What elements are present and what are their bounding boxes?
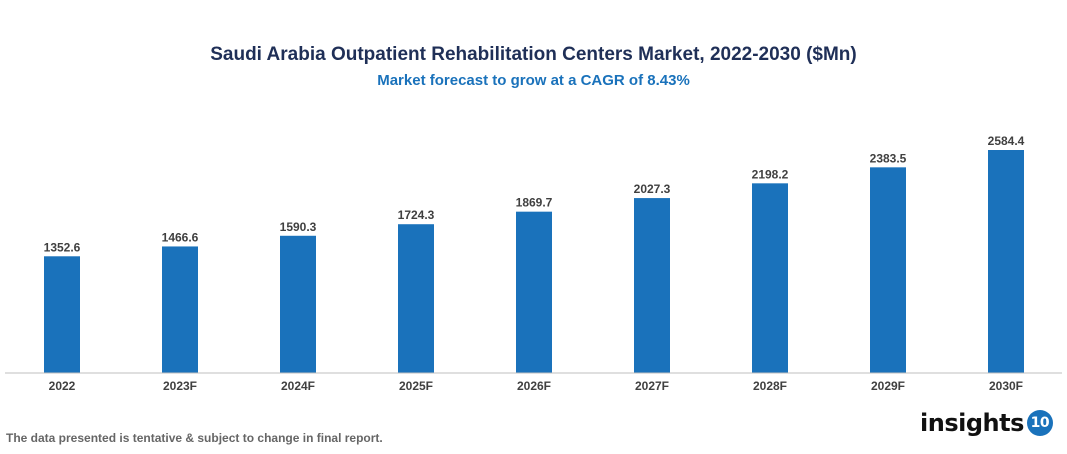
bar (870, 167, 906, 373)
x-tick-label: 2023F (163, 379, 197, 393)
x-tick-label: 2026F (517, 379, 551, 393)
data-label: 1724.3 (398, 208, 435, 222)
bar (162, 246, 198, 373)
bar (752, 183, 788, 373)
insights10-logo: insights 10 (920, 409, 1053, 437)
bar (988, 150, 1024, 373)
x-tick-label: 2030F (989, 379, 1023, 393)
x-tick-label: 2027F (635, 379, 669, 393)
data-label: 2584.4 (988, 134, 1025, 148)
chart-subtitle: Market forecast to grow at a CAGR of 8.4… (377, 72, 690, 89)
data-label: 2383.5 (870, 151, 907, 165)
disclaimer: The data presented is tentative & subjec… (6, 431, 383, 445)
data-label: 1869.7 (516, 196, 553, 210)
data-label: 1466.6 (162, 230, 199, 244)
data-label: 1352.6 (44, 240, 81, 254)
x-tick-label: 2028F (753, 379, 787, 393)
data-label: 2027.3 (634, 182, 671, 196)
bar (516, 211, 552, 373)
x-tick-label: 2022 (49, 379, 76, 393)
bar (398, 224, 434, 373)
data-label: 1590.3 (280, 220, 317, 234)
bar (634, 198, 670, 373)
data-label: 2198.2 (752, 167, 789, 181)
bar (44, 256, 80, 373)
x-tick-label: 2024F (281, 379, 315, 393)
bar (280, 235, 316, 373)
chart-title: Saudi Arabia Outpatient Rehabilitation C… (210, 44, 857, 65)
x-tick-label: 2025F (399, 379, 433, 393)
x-tick-label: 2029F (871, 379, 905, 393)
